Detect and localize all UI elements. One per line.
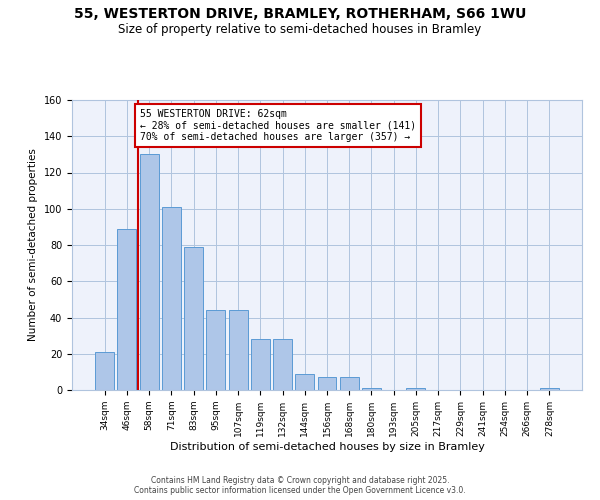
Bar [362,388,381,390]
Bar [140,154,158,390]
Y-axis label: Number of semi-detached properties: Number of semi-detached properties [28,148,38,342]
Bar [229,310,248,390]
Text: 55 WESTERTON DRIVE: 62sqm
← 28% of semi-detached houses are smaller (141)
70% of: 55 WESTERTON DRIVE: 62sqm ← 28% of semi-… [140,109,416,142]
Bar [184,247,203,390]
Bar [540,388,559,390]
Text: 55, WESTERTON DRIVE, BRAMLEY, ROTHERHAM, S66 1WU: 55, WESTERTON DRIVE, BRAMLEY, ROTHERHAM,… [74,8,526,22]
Bar [273,339,292,390]
Text: Contains HM Land Registry data © Crown copyright and database right 2025.
Contai: Contains HM Land Registry data © Crown c… [134,476,466,495]
Bar [251,339,270,390]
Bar [118,228,136,390]
Bar [162,207,181,390]
Bar [295,374,314,390]
Bar [317,378,337,390]
Bar [95,352,114,390]
Bar [340,378,359,390]
Bar [406,388,425,390]
Text: Distribution of semi-detached houses by size in Bramley: Distribution of semi-detached houses by … [170,442,484,452]
Text: Size of property relative to semi-detached houses in Bramley: Size of property relative to semi-detach… [118,22,482,36]
Bar [206,310,225,390]
